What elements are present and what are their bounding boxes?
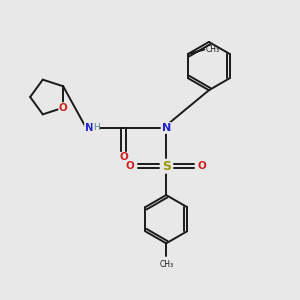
Text: N: N bbox=[162, 123, 171, 133]
Text: O: O bbox=[198, 161, 206, 171]
Text: S: S bbox=[162, 160, 171, 173]
Text: O: O bbox=[119, 152, 128, 162]
Text: O: O bbox=[126, 161, 135, 171]
Text: CH₃: CH₃ bbox=[206, 45, 220, 54]
Text: N: N bbox=[85, 123, 93, 133]
Text: CH₃: CH₃ bbox=[159, 260, 173, 268]
Text: O: O bbox=[59, 103, 68, 113]
Text: H: H bbox=[93, 123, 100, 132]
